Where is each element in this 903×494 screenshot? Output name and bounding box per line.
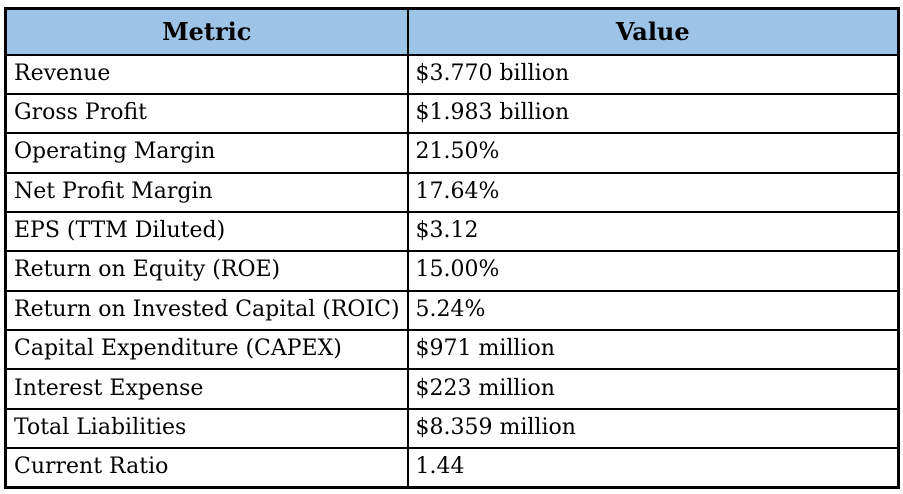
table-row: Return on Equity (ROE) 15.00%	[4, 250, 900, 292]
value-cell: 21.50%	[406, 132, 900, 174]
table-row: Total Liabilities $8.359 million	[4, 407, 900, 450]
value-cell: $971 million	[406, 329, 900, 371]
value-cell: 15.00%	[406, 250, 900, 292]
value-cell: $223 million	[406, 368, 900, 410]
metric-cell: Current Ratio	[4, 447, 409, 489]
table-row: Current Ratio 1.44	[4, 447, 900, 489]
value-cell: $1.983 billion	[406, 92, 900, 135]
value-cell: $3.12	[406, 210, 900, 253]
metric-cell: Revenue	[4, 53, 409, 95]
column-header-value: Value	[406, 7, 900, 56]
metric-cell: Gross Profit	[4, 92, 409, 135]
financial-metrics-table: Metric Value Revenue $3.770 billion Gross …	[4, 7, 900, 489]
metric-cell: Return on Invested Capital (ROIC)	[4, 289, 409, 332]
header-row: Metric Value	[4, 7, 900, 56]
value-cell: $8.359 million	[406, 407, 900, 450]
value-cell: 1.44	[406, 447, 900, 489]
metric-cell: Interest Expense	[4, 368, 409, 410]
table-row: Capital Expenditure (CAPEX) $971 million	[4, 329, 900, 371]
value-cell: 17.64%	[406, 171, 900, 213]
metric-cell: Total Liabilities	[4, 407, 409, 450]
table-row: EPS (TTM Diluted) $3.12	[4, 210, 900, 253]
value-cell: $3.770 billion	[406, 53, 900, 95]
metric-cell: Operating Margin	[4, 132, 409, 174]
table-row: Interest Expense $223 million	[4, 368, 900, 410]
table-row: Net Profit Margin 17.64%	[4, 171, 900, 213]
value-cell: 5.24%	[406, 289, 900, 332]
column-header-metric: Metric	[4, 7, 409, 56]
table-row: Return on Invested Capital (ROIC) 5.24%	[4, 289, 900, 332]
table-row: Revenue $3.770 billion	[4, 53, 900, 95]
metric-cell: Net Profit Margin	[4, 171, 409, 213]
table-row: Gross Profit $1.983 billion	[4, 92, 900, 135]
metric-cell: EPS (TTM Diluted)	[4, 210, 409, 253]
table-body: Revenue $3.770 billion Gross Profit $1.983 …	[4, 53, 900, 489]
metric-cell: Capital Expenditure (CAPEX)	[4, 329, 409, 371]
metric-cell: Return on Equity (ROE)	[4, 250, 409, 292]
table-row: Operating Margin 21.50%	[4, 132, 900, 174]
